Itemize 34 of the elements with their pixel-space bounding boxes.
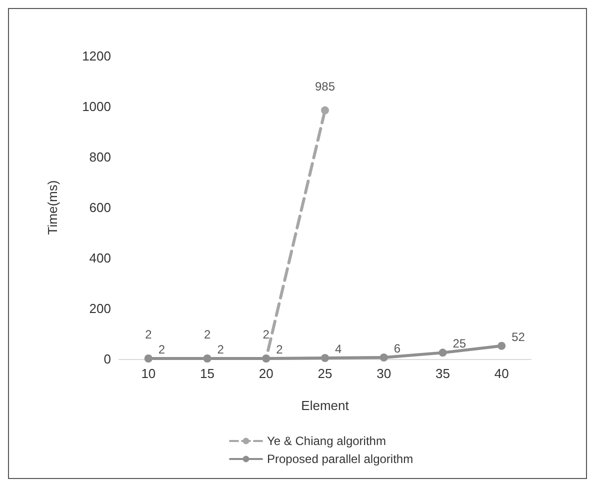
legend-label: Ye & Chiang algorithm xyxy=(267,434,386,448)
x-tick-label: 10 xyxy=(141,366,156,381)
data-label: 985 xyxy=(314,79,336,94)
x-tick-label: 30 xyxy=(376,366,392,381)
data-label: 6 xyxy=(394,341,401,356)
data-label: 52 xyxy=(512,330,526,344)
data-label: 2 xyxy=(204,327,211,342)
legend-label: Proposed parallel algorithm xyxy=(267,452,414,466)
data-label: 25 xyxy=(452,336,466,351)
data-label: 2 xyxy=(276,342,284,356)
x-axis-title: Element xyxy=(301,398,350,413)
point xyxy=(498,342,506,350)
y-tick-label: 800 xyxy=(89,150,111,164)
data-label: 4 xyxy=(335,342,342,356)
y-tick-label: 1000 xyxy=(82,99,111,114)
data-label: 2 xyxy=(262,327,270,342)
point xyxy=(321,354,329,362)
x-tick-label: 20 xyxy=(258,366,274,381)
point xyxy=(380,353,388,362)
y-tick-label: 200 xyxy=(89,301,111,316)
y-tick-label: 600 xyxy=(89,200,111,215)
data-label: 2 xyxy=(217,342,224,356)
y-tick-label: 1200 xyxy=(82,48,111,64)
data-label: 2 xyxy=(158,342,166,356)
x-tick-label: 40 xyxy=(494,366,509,381)
x-tick-label: 15 xyxy=(200,366,215,381)
point xyxy=(438,348,447,357)
y-tick-label: 0 xyxy=(104,352,111,366)
x-tick-label: 35 xyxy=(435,366,450,381)
y-tick-label: 400 xyxy=(89,250,111,266)
data-label: 2 xyxy=(145,327,152,342)
point xyxy=(321,106,329,114)
x-tick-label: 25 xyxy=(318,366,332,381)
y-axis-title: Time(ms) xyxy=(45,180,60,235)
